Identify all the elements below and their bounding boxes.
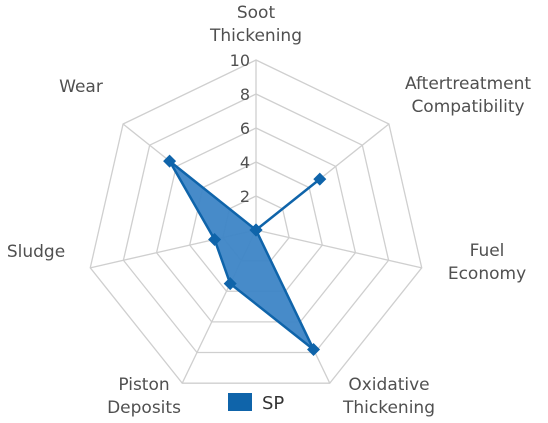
- axis-label-4: Oxidative Thickening: [342, 375, 435, 418]
- axis-label-7: Wear: [59, 77, 103, 97]
- data-point-2[interactable]: [313, 172, 327, 186]
- legend-swatch-sp[interactable]: [228, 393, 252, 411]
- grid-ring-6: [155, 127, 357, 323]
- tick-label-4: 4: [240, 153, 250, 172]
- data-point-4[interactable]: [307, 342, 321, 356]
- data-point-5[interactable]: [223, 277, 237, 291]
- legend-label-sp[interactable]: SP: [262, 393, 284, 414]
- grid-spoke: [255, 229, 422, 269]
- axis-label-3: Fuel Economy: [448, 241, 526, 284]
- series-area-sp: [168, 159, 322, 351]
- data-point-3[interactable]: [249, 223, 263, 237]
- tick-label-10: 10: [230, 51, 250, 70]
- data-point-7[interactable]: [163, 154, 177, 168]
- data-point-6[interactable]: [208, 232, 222, 246]
- axis-label-1: Soot Thickening: [209, 3, 302, 46]
- axis-label-5: Piston Deposits: [107, 375, 181, 418]
- grid-ring-8: [122, 93, 390, 354]
- axis-label-2: Aftertreatment Compatibility: [405, 74, 531, 117]
- tick-label-8: 8: [240, 85, 250, 104]
- axis-label-6: Sludge: [7, 242, 65, 262]
- tick-label-6: 6: [240, 119, 250, 138]
- grid-ring-10: [89, 59, 423, 384]
- tick-label-2: 2: [240, 187, 250, 206]
